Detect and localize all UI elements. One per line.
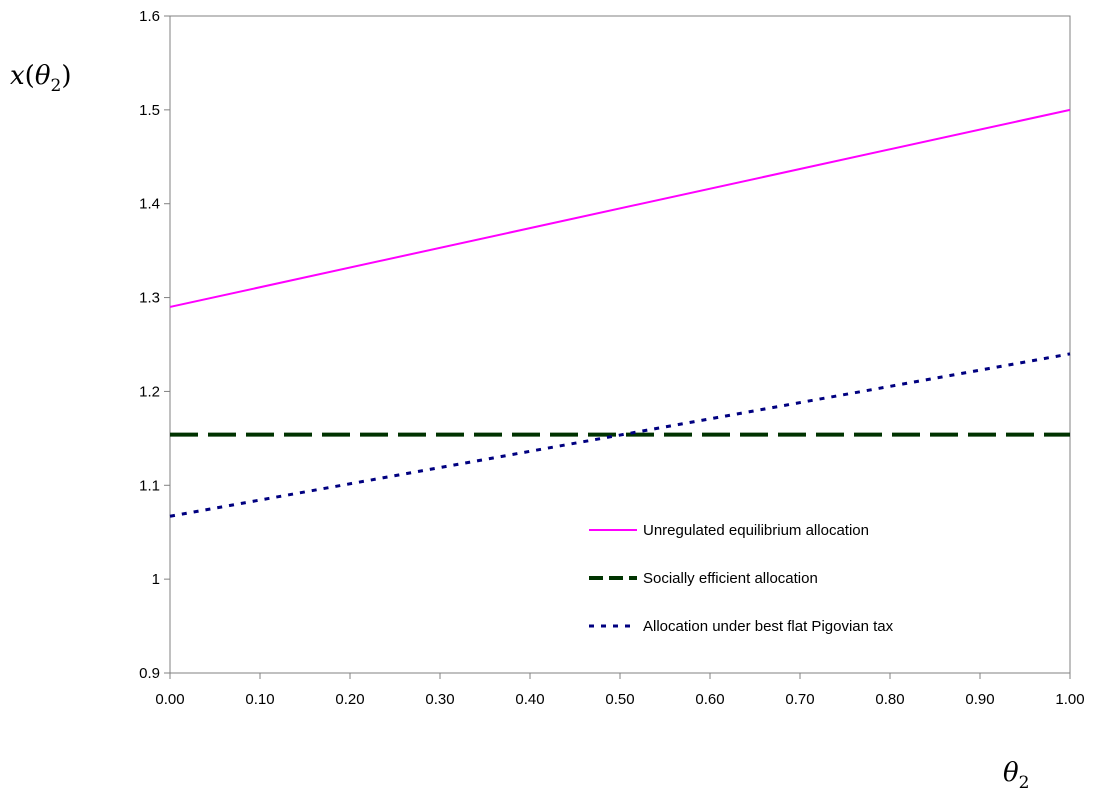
x-axis-ticks: 0.00 0.10 0.20 0.30 0.40 0.50 0.60 0.70 0.80 0.90… — [155, 673, 1085, 708]
x-tick-label: 0.40 — [515, 691, 544, 708]
x-tick-label: 0.30 — [425, 691, 454, 708]
y-axis-ticks: 0.9 1 1.1 1.2 1.3 1.4 1.5 1.6 — [139, 8, 170, 682]
y-tick-label: 1.4 — [139, 196, 160, 213]
series-line-3 — [169, 352, 1071, 518]
legend-label-2: Socially efficient allocation — [643, 570, 818, 587]
x-axis-label: θ2 — [1003, 758, 1029, 792]
x-tick-label: 0.50 — [605, 691, 634, 708]
x-tick-label: 0.00 — [155, 691, 184, 708]
series-line-1 — [169, 108, 1071, 308]
y-tick-label: 0.9 — [139, 665, 160, 682]
x-tick-label: 0.80 — [875, 691, 904, 708]
y-tick-label: 1.1 — [139, 477, 160, 494]
legend-label-3: Allocation under best flat Pigovian tax — [643, 618, 894, 635]
y-tick-label: 1.6 — [139, 8, 160, 25]
y-tick-label: 1.3 — [139, 290, 160, 307]
y-tick-label: 1 — [152, 571, 160, 588]
legend-label-1: Unregulated equilibrium allocation — [643, 522, 869, 539]
x-tick-label: 0.90 — [965, 691, 994, 708]
x-tick-label: 0.60 — [695, 691, 724, 708]
x-tick-label: 0.20 — [335, 691, 364, 708]
plot-area — [169, 15, 1071, 674]
legend: Unregulated equilibrium allocation Social… — [589, 522, 894, 635]
y-tick-label: 1.2 — [139, 383, 160, 400]
series-lines — [169, 108, 1071, 518]
y-axis-label: x(θ2) — [10, 61, 71, 96]
x-tick-label: 0.70 — [785, 691, 814, 708]
x-tick-label: 1.00 — [1055, 691, 1084, 708]
y-tick-label: 1.5 — [139, 102, 160, 119]
x-tick-label: 0.10 — [245, 691, 274, 708]
